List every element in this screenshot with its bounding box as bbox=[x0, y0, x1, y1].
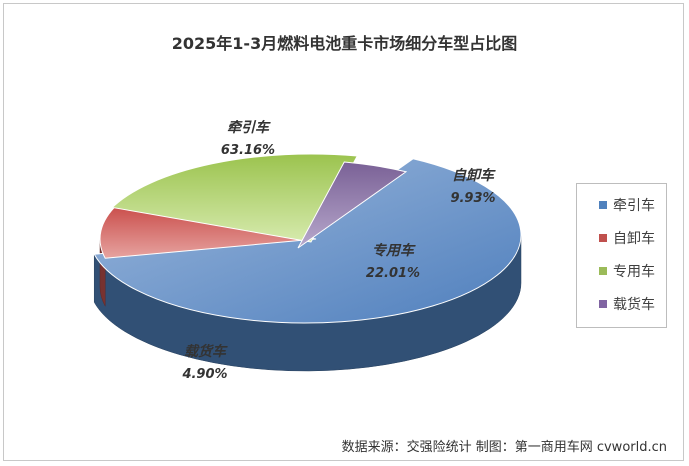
slice-value-label: 22.01% bbox=[366, 266, 420, 281]
legend-swatch bbox=[599, 267, 607, 275]
legend-item: 专用车 bbox=[599, 261, 655, 281]
legend-label: 自卸车 bbox=[613, 231, 655, 247]
legend-swatch bbox=[599, 201, 607, 209]
slice-category-label: 自卸车 bbox=[452, 167, 496, 184]
pie-slice bbox=[297, 161, 408, 249]
legend-item: 自卸车 bbox=[599, 228, 655, 248]
legend-label: 牵引车 bbox=[613, 198, 655, 214]
slice-value-label: 63.16% bbox=[221, 143, 275, 158]
legend-label: 专用车 bbox=[613, 264, 655, 280]
legend-label: 载货车 bbox=[613, 297, 655, 313]
slice-value-label: 4.90% bbox=[181, 367, 227, 382]
legend-swatch bbox=[599, 234, 607, 242]
legend-item: 载货车 bbox=[599, 294, 655, 314]
chart-title: 2025年1-3月燃料电池重卡市场细分车型占比图 bbox=[171, 34, 518, 53]
chart-legend: 牵引车 自卸车 专用车 载货车 bbox=[576, 183, 667, 328]
slice-category-label: 载货车 bbox=[184, 343, 228, 360]
pie-slice bbox=[111, 153, 359, 243]
legend-swatch bbox=[599, 300, 607, 308]
slice-value-label: 9.93% bbox=[450, 191, 495, 206]
legend-item: 牵引车 bbox=[599, 195, 655, 215]
slice-category-label: 牵引车 bbox=[227, 119, 271, 136]
slice-category-label: 专用车 bbox=[372, 242, 416, 259]
source-footer: 数据来源：交强险统计 制图：第一商用车网 cvworld.cn bbox=[341, 440, 667, 455]
